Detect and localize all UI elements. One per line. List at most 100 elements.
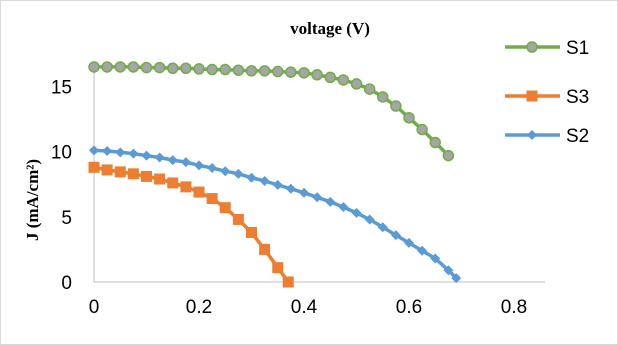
data-point-s3 bbox=[282, 276, 294, 288]
data-point-s2 bbox=[207, 162, 218, 173]
legend-item-s3: S3 bbox=[505, 87, 589, 108]
legend-marker-s1 bbox=[526, 41, 538, 53]
data-point-s2 bbox=[312, 192, 323, 203]
legend: S1 S3 S2 bbox=[505, 38, 589, 147]
data-point-s2 bbox=[180, 157, 191, 168]
data-point-s2 bbox=[377, 222, 388, 233]
data-point-s1 bbox=[311, 69, 323, 81]
y-tick-labels: 0 5 10 15 bbox=[51, 78, 72, 295]
data-point-s1 bbox=[206, 63, 218, 76]
data-point-s2 bbox=[430, 253, 441, 264]
data-point-s3 bbox=[88, 161, 100, 173]
x-tick-label: 0.8 bbox=[501, 297, 527, 318]
legend-marker-s3 bbox=[526, 90, 538, 102]
data-point-s2 bbox=[404, 237, 414, 248]
x-tick-label: 0 bbox=[89, 297, 100, 318]
legend-marker-s2 bbox=[527, 130, 537, 140]
data-point-s1 bbox=[324, 71, 336, 84]
data-point-s3 bbox=[141, 170, 152, 182]
series-layer bbox=[88, 61, 462, 288]
data-point-s2 bbox=[443, 265, 454, 276]
data-point-s2 bbox=[246, 172, 257, 183]
data-point-s3 bbox=[272, 262, 284, 274]
y-tick-label: 5 bbox=[61, 208, 72, 229]
data-point-s1 bbox=[350, 78, 363, 90]
data-point-s1 bbox=[167, 62, 179, 75]
data-point-s1 bbox=[377, 91, 389, 103]
x-tick-label: 0.4 bbox=[291, 297, 318, 318]
y-tick-label: 15 bbox=[51, 78, 72, 99]
data-point-s2 bbox=[338, 202, 349, 213]
data-point-s2 bbox=[272, 179, 283, 190]
data-point-s2 bbox=[325, 196, 336, 207]
data-point-s3 bbox=[127, 168, 139, 180]
data-point-s2 bbox=[451, 273, 462, 284]
series-line-s1 bbox=[94, 65, 450, 157]
data-point-s1 bbox=[285, 66, 297, 78]
data-point-s2 bbox=[167, 155, 178, 166]
data-point-s3 bbox=[259, 243, 271, 255]
data-point-s2 bbox=[417, 245, 428, 256]
data-point-s1 bbox=[442, 149, 455, 162]
data-point-s3 bbox=[206, 193, 218, 205]
data-point-s2 bbox=[233, 168, 244, 179]
data-point-s2 bbox=[194, 160, 204, 171]
data-point-s3 bbox=[180, 181, 192, 193]
x-tick-label: 0.2 bbox=[186, 297, 212, 318]
data-point-s2 bbox=[154, 152, 165, 163]
data-point-s1 bbox=[232, 64, 245, 76]
y-tick-label: 10 bbox=[51, 143, 72, 164]
data-point-s2 bbox=[89, 145, 99, 156]
data-point-s3 bbox=[167, 177, 179, 189]
y-axis-title: J (mA/cm²) bbox=[23, 159, 42, 241]
data-point-s2 bbox=[141, 150, 152, 161]
legend-label-s2: S2 bbox=[566, 126, 589, 147]
legend-label-s3: S3 bbox=[566, 87, 589, 108]
series-s3 bbox=[88, 161, 294, 288]
legend-item-s2: S2 bbox=[505, 126, 589, 147]
data-point-s3 bbox=[246, 226, 257, 238]
x-tick-labels: 0 0.2 0.4 0.6 0.8 bbox=[89, 297, 528, 318]
data-point-s1 bbox=[272, 65, 284, 78]
data-point-s1 bbox=[101, 61, 113, 73]
data-point-s2 bbox=[102, 146, 113, 157]
chart-title: voltage (V) bbox=[290, 19, 370, 38]
data-point-s2 bbox=[259, 175, 270, 186]
legend-item-s1: S1 bbox=[505, 38, 589, 59]
data-point-s2 bbox=[285, 183, 296, 194]
data-point-s1 bbox=[140, 61, 153, 74]
data-point-s1 bbox=[88, 61, 100, 73]
data-point-s1 bbox=[245, 65, 258, 77]
data-point-s2 bbox=[115, 147, 126, 158]
data-point-s2 bbox=[128, 148, 139, 159]
y-tick-label: 0 bbox=[61, 273, 72, 294]
legend-label-s1: S1 bbox=[566, 38, 589, 59]
data-point-s3 bbox=[114, 166, 126, 178]
data-point-s1 bbox=[363, 83, 376, 95]
data-point-s1 bbox=[416, 123, 428, 136]
data-point-s3 bbox=[154, 173, 166, 185]
data-point-s2 bbox=[364, 214, 375, 225]
data-point-s2 bbox=[351, 207, 362, 218]
data-point-s1 bbox=[429, 136, 441, 149]
data-point-s1 bbox=[114, 61, 126, 73]
data-point-s1 bbox=[127, 61, 140, 73]
data-point-s1 bbox=[298, 67, 310, 79]
data-point-s3 bbox=[219, 202, 231, 214]
data-point-s1 bbox=[337, 74, 350, 86]
data-point-s3 bbox=[101, 164, 113, 176]
data-point-s2 bbox=[390, 230, 401, 241]
series-s1 bbox=[88, 61, 455, 162]
data-point-s3 bbox=[232, 213, 244, 225]
data-point-s2 bbox=[299, 187, 309, 198]
data-point-s1 bbox=[193, 63, 205, 75]
data-point-s1 bbox=[403, 112, 415, 124]
x-tick-label: 0.6 bbox=[396, 297, 422, 318]
series-s2 bbox=[89, 145, 462, 284]
data-point-s3 bbox=[193, 186, 205, 198]
data-point-s1 bbox=[258, 65, 271, 77]
data-point-s1 bbox=[153, 61, 166, 74]
data-point-s1 bbox=[180, 62, 192, 75]
data-point-s2 bbox=[220, 166, 231, 177]
